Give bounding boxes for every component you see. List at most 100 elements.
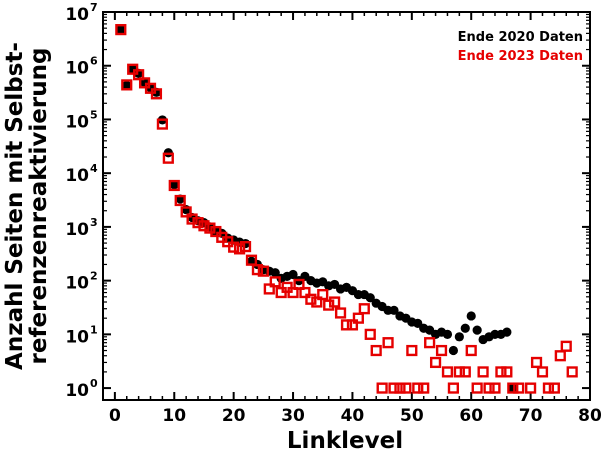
data-point	[435, 344, 448, 357]
data-point	[389, 305, 399, 315]
data-point	[133, 69, 145, 81]
x-tick-label: 70	[519, 406, 543, 426]
y-tick-label-exponent: 5	[90, 108, 98, 121]
data-point	[239, 240, 252, 253]
data-point	[293, 278, 305, 291]
data-point	[174, 194, 186, 207]
y-tick-label-exponent: 6	[90, 55, 98, 68]
y-tick-label-exponent: 2	[90, 270, 98, 283]
data-point	[168, 179, 180, 192]
y-axis-title-line: referenzenreaktivierung	[26, 48, 52, 365]
data-point	[270, 268, 280, 278]
data-point	[122, 80, 132, 91]
series-layer	[115, 24, 578, 394]
data-point	[115, 24, 127, 36]
data-point	[429, 356, 442, 369]
data-point	[406, 344, 418, 357]
data-point	[477, 366, 489, 378]
data-point	[566, 366, 578, 378]
data-point	[530, 356, 543, 369]
data-point	[495, 366, 507, 378]
legend-entry: Ende 2023 Daten	[458, 49, 583, 64]
x-tick-label: 50	[400, 406, 424, 426]
data-point	[257, 265, 269, 277]
data-point	[501, 366, 513, 378]
data-point	[121, 79, 133, 91]
data-point	[382, 337, 394, 349]
y-tick-label-exponent: 4	[90, 162, 98, 175]
data-point	[513, 382, 525, 394]
y-tick-label-base: 10	[65, 59, 89, 79]
data-point	[365, 293, 375, 303]
data-point	[465, 344, 477, 357]
data-point	[329, 296, 341, 308]
y-axis-title-line: Anzahl Seiten mit Selbst-	[2, 42, 28, 370]
data-point	[460, 323, 470, 333]
data-point	[466, 311, 476, 321]
y-tick-label-base: 10	[65, 166, 89, 186]
data-point	[305, 293, 317, 305]
series-ende-2023	[115, 24, 578, 394]
data-point	[287, 286, 299, 299]
data-point	[483, 382, 495, 394]
data-point	[560, 340, 572, 352]
data-point	[453, 366, 465, 378]
data-point	[471, 382, 483, 394]
data-point	[542, 382, 555, 394]
x-tick-label: 60	[459, 406, 483, 426]
data-point	[388, 382, 400, 394]
y-tick-label-exponent: 3	[90, 216, 98, 229]
series-ende-2020	[116, 25, 518, 393]
data-point	[245, 254, 258, 266]
x-tick-label: 20	[222, 406, 246, 426]
data-point	[317, 288, 329, 301]
data-point	[441, 366, 454, 378]
data-point	[489, 382, 501, 394]
data-point	[412, 382, 424, 394]
x-tick-label: 80	[578, 406, 601, 426]
data-point	[454, 332, 464, 342]
data-point	[263, 283, 275, 295]
data-point	[548, 382, 560, 394]
y-tick-label-exponent: 1	[90, 323, 98, 336]
data-point	[150, 88, 163, 100]
data-point	[340, 319, 353, 331]
data-point	[448, 345, 459, 356]
legend: Ende 2020 Daten Ende 2023 Daten	[458, 30, 583, 64]
data-point	[192, 217, 204, 229]
y-tick-label-exponent: 7	[90, 1, 98, 14]
data-point	[376, 382, 388, 394]
data-point	[116, 25, 126, 35]
data-point	[251, 264, 264, 276]
data-point	[269, 276, 281, 288]
y-tick-label-base: 10	[65, 112, 89, 132]
data-point	[156, 118, 168, 130]
data-point	[502, 327, 512, 337]
y-axis-title: Anzahl Seiten mit Selbst-referenzenreakt…	[2, 42, 52, 370]
legend-entry: Ende 2020 Daten	[458, 30, 583, 45]
data-point	[311, 296, 323, 308]
x-tick-label: 10	[162, 406, 186, 426]
data-point	[536, 366, 549, 378]
data-point	[554, 350, 566, 362]
y-tick-label-base: 10	[65, 220, 89, 240]
data-point	[210, 225, 222, 238]
data-point	[346, 319, 359, 331]
data-point	[323, 299, 335, 311]
data-point	[459, 366, 471, 378]
data-point	[418, 382, 430, 394]
x-tick-label: 40	[341, 406, 365, 426]
y-tick-label-base: 10	[65, 381, 89, 401]
data-point	[352, 312, 364, 324]
y-tick-label-base: 10	[65, 5, 89, 25]
data-point	[442, 329, 453, 339]
data-point	[299, 286, 311, 299]
data-point	[400, 382, 412, 394]
data-point	[525, 382, 537, 394]
data-point	[364, 328, 376, 340]
y-tick-label-base: 10	[65, 274, 89, 294]
data-point	[228, 241, 240, 253]
x-tick-label: 0	[109, 406, 121, 426]
